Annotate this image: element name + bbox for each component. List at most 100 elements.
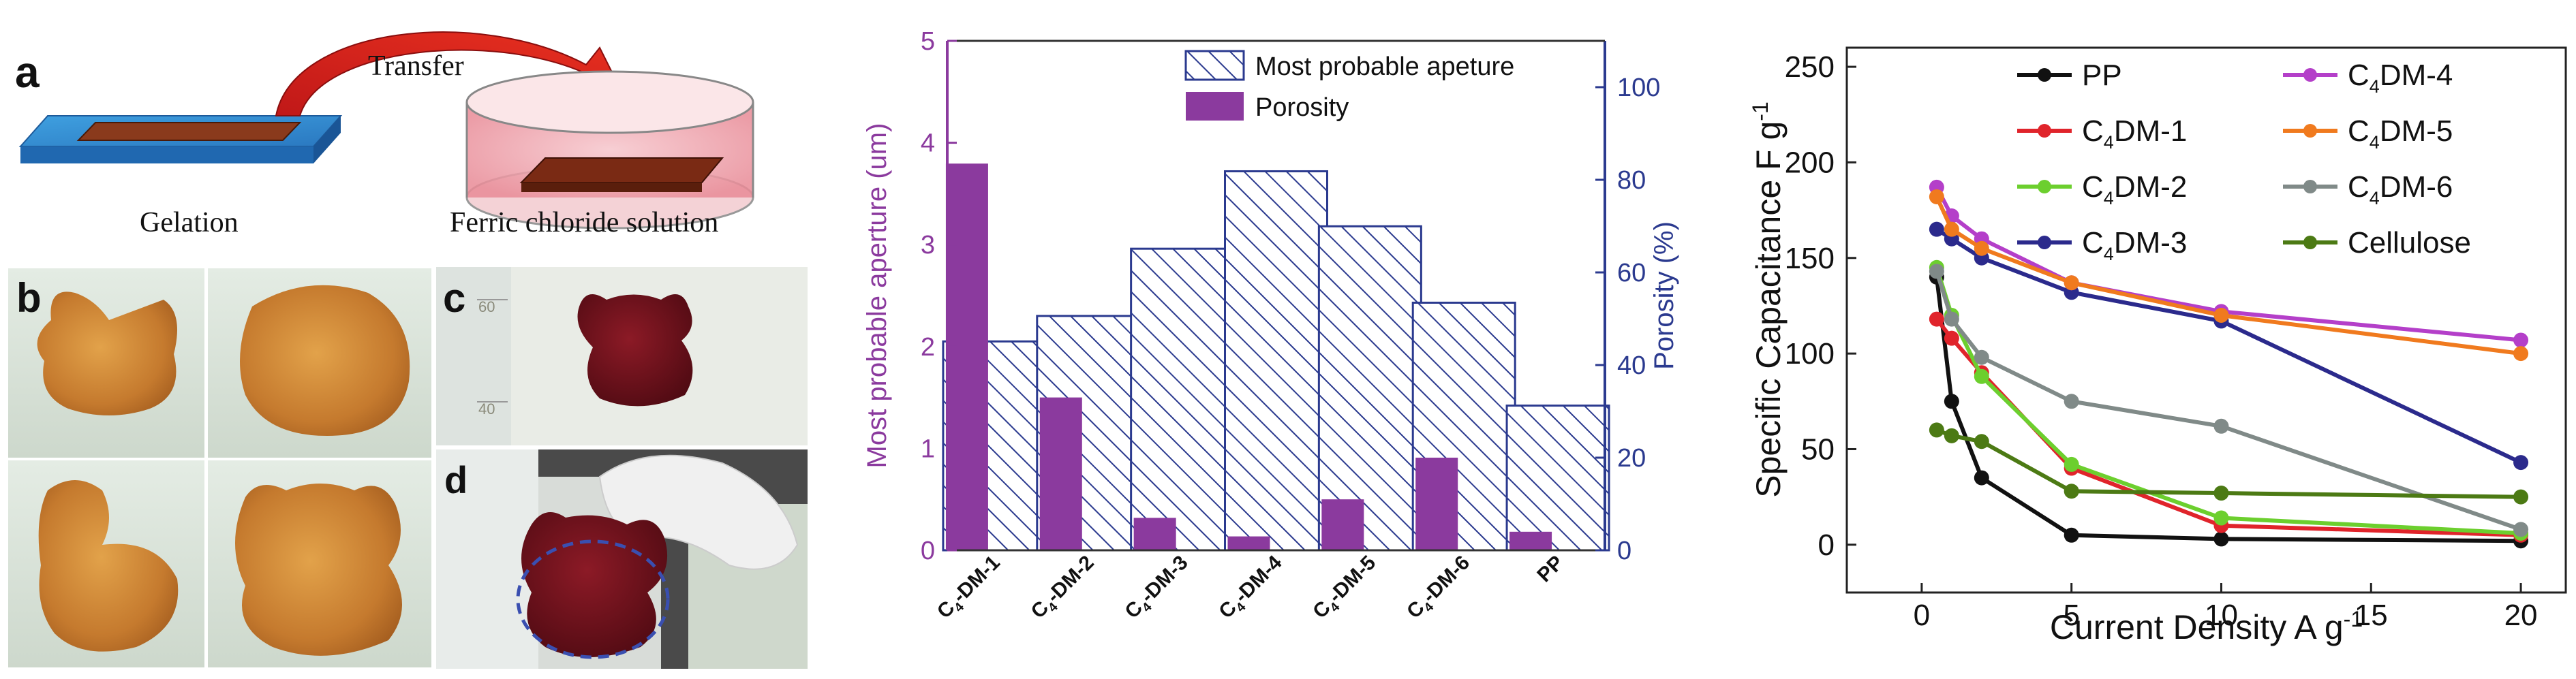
left-tick-label: 2 [921,333,935,362]
aperture-bar [1224,170,1328,552]
plot-frame [1845,46,2567,594]
category-tick-label: C4-DM-2 [1027,552,1101,626]
series-line-cellulose [1935,428,2521,499]
panel-b-label: b [16,275,42,321]
series-point-cellulose [1929,422,1944,438]
category-tick-label: C4-DM-5 [1308,552,1383,626]
legend-marker-c4dm-1 [2038,124,2051,138]
legend-label-cellulose: Cellulose [2348,226,2471,259]
series-point-pp [2064,527,2079,543]
porosity-bar [945,163,988,550]
series-point-pp [1974,470,1989,486]
porosity-bar [1227,536,1270,550]
series-point-c4dm-6 [2513,522,2529,537]
series-point-c4dm-1 [1944,330,1959,346]
series-point-c4dm-6 [1929,264,1944,279]
transfer-label: Transfer [368,50,464,82]
legend-label-pp: PP [2082,59,2122,92]
y-tick-label: 0 [1818,528,1835,562]
series-point-c4dm-6 [2213,418,2229,434]
series-point-c4dm-5 [1974,240,1989,256]
bar-chart: C4-DM-1 C4-DM-2 C4-DM-3 C4-DM-4 C4-DM-5 C4-DM… [862,27,1679,626]
legend-label-c4dm-2: C4DM-2 [2082,170,2187,208]
scale-top: 60 [478,298,495,315]
aperture-bar [1130,247,1235,552]
left-tick-label: 5 [921,27,935,56]
series-point-pp [2213,531,2229,547]
porosity-bar [1321,499,1364,550]
y-tick-label: 250 [1785,50,1835,84]
red-bear-held [521,512,668,657]
legend-marker-c4dm-4 [2303,68,2317,82]
series-point-c4dm-5 [2513,346,2529,362]
series-point-c4dm-2 [1974,368,1989,384]
legend-marker-c4dm-6 [2303,180,2317,193]
panel-c-photo [436,267,808,445]
legend-marker-cellulose [2303,236,2317,249]
x-tick-label: 15 [2355,599,2388,632]
right-tick-label: 80 [1617,166,1646,195]
legend-label-c4dm-1: C4DM-1 [2082,114,2187,153]
gel-bear-shape [235,484,402,656]
category-tick-label: C4-DM-4 [1214,551,1289,625]
legend-marker-c4dm-5 [2303,124,2317,138]
panel-d-photo [436,449,808,669]
y-tick-label: 200 [1785,146,1835,179]
series-point-cellulose [2513,489,2529,505]
y-axis-label: Most probable aperture (um) [862,123,892,469]
scale-bottom: 40 [478,400,495,417]
x-tick-label: 0 [1914,599,1930,632]
legend-swatch-aperture [1184,50,1245,81]
solution-label: Ferric chloride solution [450,207,718,238]
left-tick-label: 0 [921,537,935,565]
series-point-c4dm-6 [1974,349,1989,365]
legend-swatch-porosity [1186,92,1244,121]
series-point-c4dm-2 [2064,456,2079,472]
series-point-cellulose [1974,434,1989,449]
x-tick-label: 10 [2205,599,2238,632]
panel-b-photos [5,266,434,670]
aperture-bar [1505,405,1610,552]
legend-label-c4dm-3: C4DM-3 [2082,226,2187,264]
series-point-pp [1944,394,1959,409]
series-point-c4dm-5 [1929,189,1944,204]
series-point-c4dm-6 [1944,311,1959,327]
right-tick-label: 20 [1617,444,1646,473]
left-tick-label: 3 [921,231,935,259]
gel-chicken-shape [38,480,179,652]
legend-marker-pp [2038,68,2051,82]
x-tick-label: 5 [2063,599,2079,632]
panel-c-label: c [443,275,465,321]
category-tick-label: C4-DM-3 [1121,552,1195,626]
transfer-arrow [275,31,618,116]
legend-label-aperture: Most probable apeture [1255,52,1514,81]
porosity-bar [1509,531,1552,550]
bar-chart-panel: C4-DM-1 C4-DM-2 C4-DM-3 C4-DM-4 C4-DM-5 C4-DM… [838,0,1704,676]
y-tick-label: 100 [1785,337,1835,370]
aperture-bar [1317,225,1422,552]
y-tick-label: 150 [1785,242,1835,275]
series-point-c4dm-4 [2513,332,2529,348]
gel-pig-shape [37,291,177,415]
legend-label-c4dm-4: C4DM-4 [2348,59,2453,97]
right-tick-label: 100 [1617,74,1660,102]
gelation-slab [18,115,343,163]
legend-label-porosity: Porosity [1255,93,1349,122]
series-point-cellulose [2064,484,2079,499]
series-point-c4dm-5 [2213,307,2229,323]
y-tick-label: 50 [1801,432,1835,466]
legend-label-c4dm-5: C4DM-5 [2348,114,2453,153]
petri-dish [465,70,754,230]
category-tick-label: C4-DM-6 [1402,552,1477,626]
series-point-c4dm-3 [1929,221,1944,237]
porosity-bar [1415,458,1458,550]
category-tick-label: PP [1533,552,1568,587]
porosity-bar [1039,397,1082,550]
legend-label-c4dm-6: C4DM-6 [2348,170,2453,208]
porosity-bar [1133,518,1176,550]
x-axis-label: Current Density A g-1 [2050,607,2363,646]
series-point-c4dm-6 [2064,394,2079,409]
legend-marker-c4dm-2 [2038,180,2051,193]
series-point-c4dm-1 [1929,311,1944,327]
